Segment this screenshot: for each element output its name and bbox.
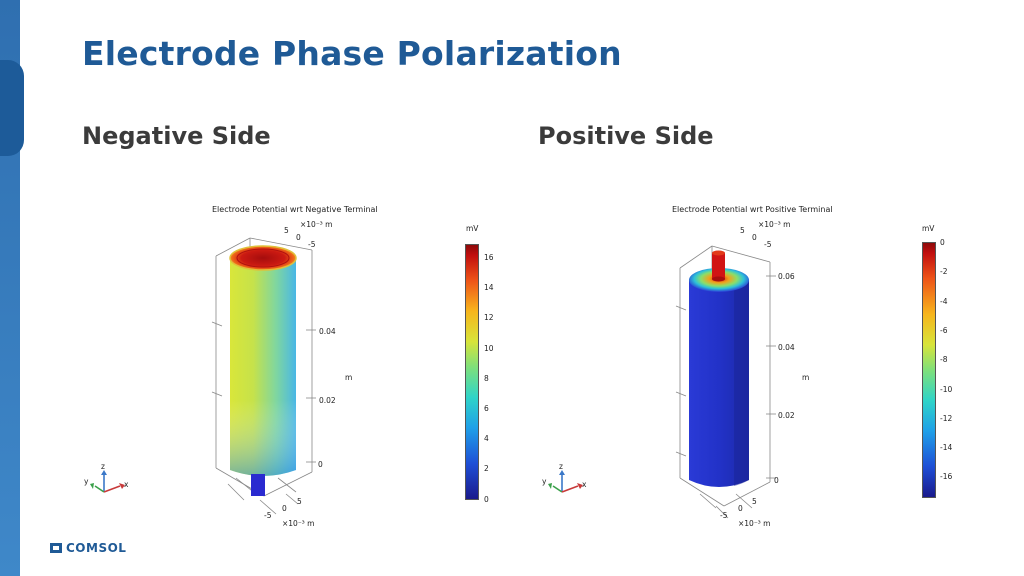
neg-colorbar-tick: 14 — [484, 283, 494, 293]
neg-z-unit: m — [345, 373, 353, 382]
pos-z-tick-0: 0 — [774, 476, 779, 485]
pos-colorbar-unit: mV — [922, 224, 935, 233]
pos-colorbar-tick: -12 — [940, 413, 953, 423]
pos-colorbar-tick: -10 — [940, 384, 953, 394]
pos-z-tick-004: 0.04 — [778, 343, 795, 352]
neg-colorbar-tick: 0 — [484, 494, 489, 504]
neg-triad-y: y — [84, 477, 89, 486]
neg-colorbar-tick: 4 — [484, 434, 489, 444]
neg-z-tick-0: 0 — [318, 460, 323, 469]
pos-z-unit: m — [802, 373, 810, 382]
left-accent-notch — [0, 60, 24, 156]
neg-triad-x: x — [124, 480, 129, 489]
slide-title: Electrode Phase Polarization — [82, 34, 622, 73]
neg-top-tick-5: 5 — [284, 226, 289, 235]
pos-top-tick-m5: -5 — [764, 240, 772, 249]
neg-colorbar-unit: mV — [466, 224, 479, 233]
negative-plot-title: Electrode Potential wrt Negative Termina… — [212, 205, 378, 214]
pos-colorbar-tick: -4 — [940, 296, 948, 306]
pos-bottom-tick-5: 5 — [752, 497, 757, 506]
pos-colorbar-tick: -8 — [940, 355, 948, 365]
pos-triad-z: z — [559, 462, 563, 471]
pos-triad-y: y — [542, 477, 547, 486]
neg-z-tick-004: 0.04 — [319, 327, 336, 336]
pos-bottom-tick-m5: -5 — [720, 511, 728, 520]
pos-colorbar-tick: 0 — [940, 238, 945, 247]
neg-colorbar-tick: 2 — [484, 464, 489, 474]
neg-bottom-tick-0: 0 — [282, 504, 287, 513]
comsol-logo-text: COMSOL — [66, 541, 127, 555]
pos-colorbar-tick: -16 — [940, 472, 953, 482]
pos-colorbar-tick: -2 — [940, 267, 948, 277]
neg-top-tick-0: 0 — [296, 233, 301, 242]
neg-triad-z: z — [101, 462, 105, 471]
neg-colorbar — [465, 244, 479, 500]
neg-colorbar-tick: 10 — [484, 343, 494, 353]
pos-z-tick-002: 0.02 — [778, 411, 795, 420]
neg-bottom-axis-exp: ×10⁻³ m — [282, 519, 315, 528]
positive-plot-title: Electrode Potential wrt Positive Termina… — [672, 205, 833, 214]
comsol-logo: COMSOL — [50, 541, 126, 555]
negative-side-heading: Negative Side — [82, 122, 271, 150]
neg-bottom-tick-5: 5 — [297, 497, 302, 506]
positive-side-heading: Positive Side — [538, 122, 714, 150]
neg-colorbar-tick: 16 — [484, 253, 494, 262]
neg-colorbar-tick: 8 — [484, 373, 489, 383]
neg-colorbar-tick: 6 — [484, 404, 489, 413]
neg-colorbar-tick: 12 — [484, 313, 494, 323]
pos-z-tick-006: 0.06 — [778, 272, 795, 281]
neg-top-axis-exp: ×10⁻³ m — [300, 220, 333, 229]
pos-top-axis-exp: ×10⁻³ m — [758, 220, 791, 229]
neg-z-tick-002: 0.02 — [319, 396, 336, 405]
pos-bottom-tick-0: 0 — [738, 504, 743, 513]
pos-colorbar-tick: -14 — [940, 443, 953, 453]
pos-top-tick-0: 0 — [752, 233, 757, 242]
pos-axis-triad-icon — [548, 470, 583, 493]
pos-colorbar — [922, 242, 936, 498]
pos-colorbar-tick: -6 — [940, 325, 948, 335]
pos-triad-x: x — [582, 480, 587, 489]
neg-bottom-tick-m5: -5 — [264, 511, 272, 520]
neg-axis-triad-icon — [90, 470, 125, 493]
pos-bottom-axis-exp: ×10⁻³ m — [738, 519, 771, 528]
pos-top-tick-5: 5 — [740, 226, 745, 235]
neg-top-tick-m5: -5 — [308, 240, 316, 249]
comsol-logo-icon — [50, 543, 62, 553]
